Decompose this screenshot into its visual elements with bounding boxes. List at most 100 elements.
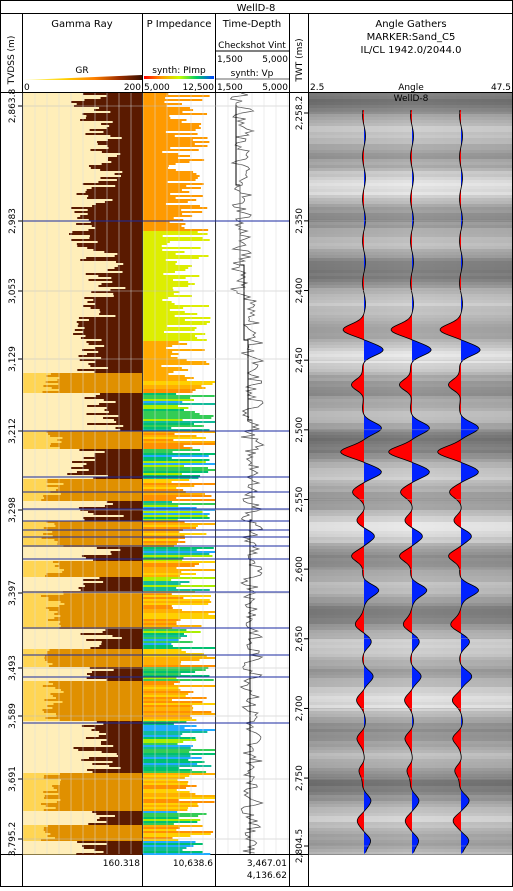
twt-tick-label: 2,400 [295,277,305,303]
gamma-sample-sand [23,807,56,809]
gamma-sample-sand [23,359,80,361]
twt-tick-label: 2,550 [295,486,305,512]
impedance-sample [143,719,197,721]
checkshot-label: Checkshot Vint [218,41,286,51]
gamma-sample-sand [23,547,97,549]
impedance-sample [143,143,195,145]
gamma-sample-sand [23,415,119,417]
gamma-sample-shale [90,365,142,367]
impedance-sample [143,405,178,407]
impedance-sample [143,439,174,441]
seismic-band [309,792,512,795]
gamma-sample-sand [23,175,122,177]
gamma-sample-sand [23,167,91,169]
gamma-sample-sand [23,691,64,693]
vp-min: 1,500 [217,83,243,93]
impedance-max-label: 12,500 [183,83,215,93]
impedance-sample [143,417,212,419]
gamma-sample-sand [23,681,49,683]
gamma-sample-sand [23,635,113,637]
gamma-sample-shale [52,531,142,533]
impedance-sample [143,555,213,557]
gamma-sample-shale [107,269,142,271]
gamma-sample-sand [23,253,118,255]
gamma-sample-sand [23,791,44,793]
seismic-band [309,510,512,513]
vp-curve [229,92,266,854]
gamma-sample-shale [109,765,142,767]
impedance-sample [143,255,209,257]
impedance-sample [143,247,201,249]
gamma-sample-shale [58,383,142,385]
seismic-band [309,426,512,429]
impedance-sample [143,725,197,727]
impedance-sample [143,613,209,615]
gamma-sample-shale [43,809,143,811]
gamma-sample-shale [46,521,142,523]
gamma-sample-sand [23,247,88,249]
gamma-sample-shale [63,569,142,571]
gamma-sample-sand [23,397,85,399]
gamma-sample-shale [71,207,142,209]
gamma-sample-sand [23,265,118,267]
timedepth-curves [229,92,266,854]
gamma-sample-shale [112,199,142,201]
gamma-sample-sand [23,147,109,149]
impedance-sample [143,493,205,495]
impedance-sample [143,337,198,339]
impedance-sample [143,535,185,537]
gamma-sample-sand [23,851,104,853]
gamma-sample-sand [23,351,99,353]
gamma-sample-shale [86,115,142,117]
impedance-sample [143,471,209,473]
seismic-band [309,399,512,402]
seismic-band [309,534,512,537]
gamma-sample-sand [23,443,51,445]
impedance-sample [143,271,175,273]
gamma-sample-sand [23,701,63,703]
impedance-sample [143,361,207,363]
gamma-sample-shale [106,127,142,129]
gamma-sample-shale [86,413,142,415]
gamma-sample-shale [101,123,142,125]
seismic-band [309,204,512,207]
seismic-band [309,591,512,594]
impedance-sample [143,121,182,123]
gamma-fill [23,93,143,855]
gamma-sample-shale [92,771,142,773]
impedance-sample [143,183,204,185]
gamma-sample-sand [23,95,107,97]
gamma-sample-sand [23,209,88,211]
gamma-sample-sand [23,383,59,385]
gamma-sample-shale [118,755,142,757]
gamma-sample-sand [23,205,93,207]
gamma-sample-shale [104,201,142,203]
impedance-sample [143,445,184,447]
depth-tick-label: 3,691 [8,766,18,792]
impedance-sample [143,581,190,583]
impedance-sample [143,373,169,375]
gamma-sample-sand [23,741,102,743]
gamma-sample-shale [95,361,142,363]
gamma-sample-sand [23,191,86,193]
gamma-sample-sand [23,843,107,845]
impedance-sample [143,727,185,729]
impedance-sample [143,139,193,141]
impedance-sample [143,515,208,517]
impedance-sample [143,803,198,805]
impedance-sample [143,219,184,221]
impedance-sample [143,397,191,399]
gamma-sample-sand [23,277,112,279]
impedance-sample [143,571,182,573]
gamma-sample-shale [85,737,142,739]
gamma-sample-shale [101,741,142,743]
impedance-sample [143,587,177,589]
timedepth-header: Time-Depth [222,19,282,30]
impedance-sample [143,793,196,795]
impedance-sample [143,145,208,147]
gamma-sample-sand [23,283,102,285]
impedance-sample [143,209,182,211]
gamma-sample-shale [77,325,142,327]
gamma-sample-shale [81,725,142,727]
gamma-sample-shale [87,209,142,211]
